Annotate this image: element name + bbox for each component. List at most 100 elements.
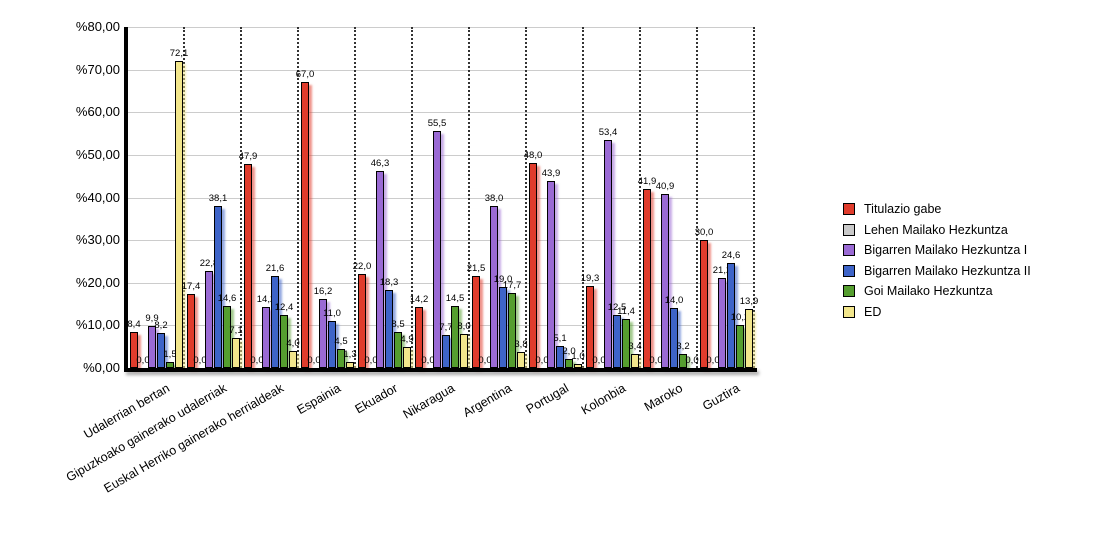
gridline-horizontal — [128, 27, 755, 28]
bar-value-label: 38,0 — [484, 193, 504, 205]
bar — [148, 325, 156, 368]
gridline-vertical-dotted — [696, 27, 698, 368]
plot-area: 8,4 0,0 9,9 8,2 1,5 72,1 17,4 0,0 22,8 38,1 14,6 7,… — [127, 27, 758, 368]
bar-value-label: 1,3 — [343, 349, 357, 361]
bar-value-label: 43,9 — [541, 167, 561, 179]
bar-value-label: 0,0 — [592, 355, 606, 366]
legend-item: Bigarren Mailako Hezkuntza I — [843, 240, 1031, 261]
gridline-horizontal — [128, 197, 755, 199]
bar — [517, 351, 525, 368]
bar — [166, 361, 174, 368]
legend-label: Goi Mailako Hezkuntza — [864, 284, 993, 299]
bar — [451, 306, 459, 368]
bar — [700, 240, 708, 368]
bar — [130, 332, 138, 368]
bar-value-label: 22,8 — [199, 257, 219, 269]
bar — [214, 205, 222, 368]
bar — [679, 354, 687, 368]
gridline-vertical-dotted — [468, 27, 470, 368]
gridline-vertical-dotted — [639, 27, 641, 368]
bar — [394, 331, 402, 368]
bar — [175, 60, 183, 368]
bar-value-label: 21,5 — [466, 263, 486, 275]
bar-value-label: 9,9 — [145, 312, 159, 324]
x-axis-line — [124, 368, 757, 372]
bar — [574, 363, 582, 368]
legend-label: Bigarren Mailako Hezkuntza II — [864, 263, 1031, 278]
legend-item: Lehen Mailako Hezkuntza — [843, 220, 1031, 241]
bar — [586, 285, 594, 368]
bar-value-label: 12,4 — [274, 302, 294, 314]
bar — [205, 270, 213, 368]
y-axis-tick-label: %80,00 — [75, 19, 120, 34]
bar — [223, 305, 231, 368]
y-axis-tick-label: %30,00 — [75, 232, 120, 248]
gridline-vertical-dotted — [183, 27, 185, 368]
bar-value-label: 17,7 — [502, 279, 522, 291]
legend-label: Titulazio gabe — [864, 202, 942, 217]
legend-swatch-icon — [843, 244, 855, 257]
bar — [385, 290, 393, 368]
bar — [622, 319, 630, 368]
bar-value-label: 0,0 — [478, 355, 492, 366]
bar — [736, 324, 744, 368]
bar-value-label: 0,0 — [535, 355, 549, 366]
bar-value-label: 1,0 — [571, 350, 585, 362]
bar-value-label: 8,5 — [391, 318, 405, 330]
bar-value-label: 16,2 — [313, 285, 333, 297]
bar-value-label: 0,0 — [685, 355, 699, 366]
y-axis-tick-label: %0,00 — [83, 360, 120, 375]
y-axis-tick-label: %10,00 — [75, 317, 120, 333]
bar-value-label: 0,0 — [307, 355, 321, 366]
bar-value-label: 0,0 — [649, 355, 663, 366]
bar — [499, 287, 507, 368]
bar — [376, 170, 384, 368]
bar — [346, 362, 354, 368]
bar-value-label: 30,0 — [694, 227, 714, 239]
bar-value-label: 22,0 — [352, 261, 372, 273]
bar — [745, 308, 753, 368]
bar — [643, 189, 651, 368]
bar-value-label: 12,5 — [607, 301, 627, 313]
bar-value-label: 14,6 — [217, 292, 237, 304]
gridline-vertical-dotted — [525, 27, 527, 368]
gridline-horizontal — [128, 154, 755, 156]
bar — [232, 337, 240, 368]
bar — [415, 307, 423, 368]
gridline-vertical-dotted — [297, 27, 299, 368]
bar-value-label: 0,0 — [421, 355, 435, 366]
legend-label: ED — [864, 304, 882, 319]
bar-value-label: 11,0 — [323, 308, 341, 320]
bar — [727, 263, 735, 368]
bar — [613, 314, 621, 368]
bar — [670, 308, 678, 368]
bar-value-label: 19,3 — [580, 272, 600, 284]
bar — [442, 335, 450, 368]
bar — [403, 347, 411, 368]
bar-value-label: 18,3 — [379, 277, 399, 288]
bar-value-label: 14,5 — [445, 293, 465, 305]
bar-value-label: 8,4 — [127, 319, 141, 331]
gridline-vertical-dotted — [240, 27, 242, 368]
bar-value-label: 13,9 — [739, 295, 759, 307]
bar-value-label: 0,0 — [250, 355, 264, 366]
bar-value-label: 0,0 — [364, 355, 378, 366]
legend-item: ED — [843, 302, 1031, 323]
bar-value-label: 0,0 — [193, 355, 207, 366]
bar — [460, 333, 468, 368]
bar-value-label: 67,0 — [295, 69, 315, 81]
bar-value-label: 48,0 — [523, 150, 543, 162]
gridline-vertical-dotted — [354, 27, 356, 368]
bar-value-label: 1,5 — [163, 348, 177, 360]
bar-value-label: 2,0 — [562, 346, 576, 358]
bar — [187, 293, 195, 368]
legend-item: Goi Mailako Hezkuntza — [843, 281, 1031, 302]
bar-value-label: 5,1 — [553, 333, 567, 345]
legend-swatch-icon — [843, 223, 855, 236]
bar-value-label: 4,5 — [334, 335, 348, 347]
bar — [661, 193, 669, 368]
bar — [157, 333, 165, 368]
gridline-horizontal — [128, 112, 755, 114]
legend-label: Lehen Mailako Hezkuntza — [864, 222, 1008, 237]
